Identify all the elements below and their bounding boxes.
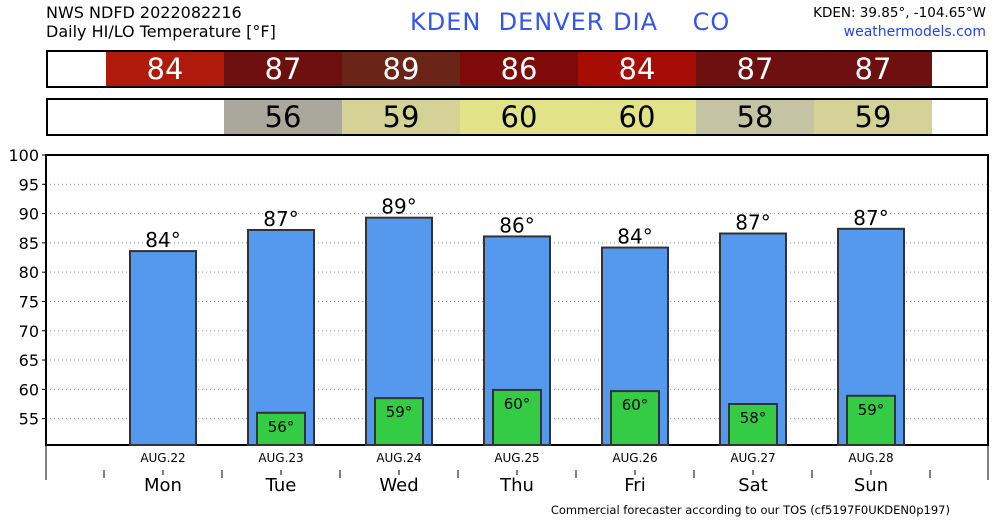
y-tick-label: 95	[19, 175, 39, 194]
lo-bar-label: 58°	[740, 409, 767, 427]
lo-bar	[728, 402, 778, 446]
lo-bar-label: 59°	[386, 403, 413, 421]
hi-temp-cell: 84	[106, 52, 224, 86]
x-day-label: Thu	[499, 475, 534, 496]
hi-bar-label: 86°	[499, 213, 534, 237]
lo-bar	[374, 397, 424, 447]
x-date-label: AUG.27	[730, 451, 775, 465]
hi-bar-label: 87°	[853, 206, 888, 230]
lo-temp-cell: 60	[578, 100, 696, 134]
y-tick-label: 100	[8, 146, 39, 165]
station-title: KDEN DENVER DIA CO	[410, 8, 731, 36]
hi-temp-row: 84 87 89 86 84 87 87	[46, 50, 988, 88]
lo-temp-cell: 56	[224, 100, 342, 134]
hi-bar-label: 84°	[617, 225, 652, 249]
y-tick-label: 60	[19, 380, 39, 399]
site-link[interactable]: weathermodels.com	[843, 24, 986, 40]
x-day-label: Sun	[854, 475, 888, 496]
footer-note: Commercial forecaster according to our T…	[550, 503, 950, 517]
model-run-label: NWS NDFD 2022082216	[46, 3, 242, 22]
lo-temp-cell: 59	[342, 100, 460, 134]
hi-bar-label: 87°	[735, 211, 770, 235]
x-day-label: Tue	[265, 475, 297, 496]
lo-bar	[610, 390, 660, 447]
x-date-label: AUG.24	[376, 451, 421, 465]
lo-bar-label: 60°	[622, 396, 649, 414]
y-tick-label: 65	[19, 351, 39, 370]
lo-bar	[256, 411, 306, 446]
lo-bar	[846, 394, 896, 446]
y-tick-label: 70	[19, 322, 39, 341]
y-tick-label: 90	[19, 205, 39, 224]
lo-temp-cell	[106, 100, 224, 134]
product-label: Daily HI/LO Temperature [°F]	[46, 22, 276, 41]
hi-bar-label: 87°	[263, 207, 298, 231]
chart-header: NWS NDFD 2022082216 Daily HI/LO Temperat…	[46, 3, 276, 41]
lo-temp-cell: 60	[460, 100, 578, 134]
x-date-label: AUG.25	[494, 451, 539, 465]
x-day-label: Fri	[624, 475, 645, 496]
hi-temp-cell: 87	[224, 52, 342, 86]
lo-bar-label: 59°	[858, 401, 885, 419]
lo-temp-cell: 58	[696, 100, 814, 134]
coords-block: KDEN: 39.85°, -104.65°W weathermodels.co…	[813, 4, 986, 42]
x-date-label: AUG.28	[848, 451, 893, 465]
station-coords: KDEN: 39.85°, -104.65°W	[813, 5, 986, 21]
lo-bar-label: 56°	[268, 418, 295, 436]
y-tick-label: 85	[19, 234, 39, 253]
temperature-chart: 55 60 65 70 75 80 85 90 95 100 84° 87° 89° 86° 84° 87° 8…	[8, 146, 989, 496]
x-day-label: Wed	[379, 475, 418, 496]
lo-bar	[492, 388, 542, 446]
x-day-label: Mon	[144, 475, 182, 496]
lo-temp-row: 56 59 60 60 58 59	[46, 98, 988, 136]
x-date-label: AUG.23	[258, 451, 303, 465]
hi-bar	[129, 250, 197, 446]
x-date-label: AUG.26	[612, 451, 657, 465]
lo-bar-label: 60°	[504, 395, 531, 413]
hi-temp-cell: 87	[814, 52, 932, 86]
hi-bar-label: 84°	[145, 228, 180, 252]
x-date-label: AUG.22	[140, 451, 185, 465]
hi-temp-cell: 87	[696, 52, 814, 86]
x-day-label: Sat	[738, 475, 768, 496]
hi-bar-label: 89°	[381, 195, 416, 219]
lo-temp-cell: 59	[814, 100, 932, 134]
hi-temp-cell: 89	[342, 52, 460, 86]
y-tick-label: 75	[19, 292, 39, 311]
hi-temp-cell: 84	[578, 52, 696, 86]
hi-temp-cell: 86	[460, 52, 578, 86]
y-tick-label: 80	[19, 263, 39, 282]
y-tick-label: 55	[19, 410, 39, 429]
